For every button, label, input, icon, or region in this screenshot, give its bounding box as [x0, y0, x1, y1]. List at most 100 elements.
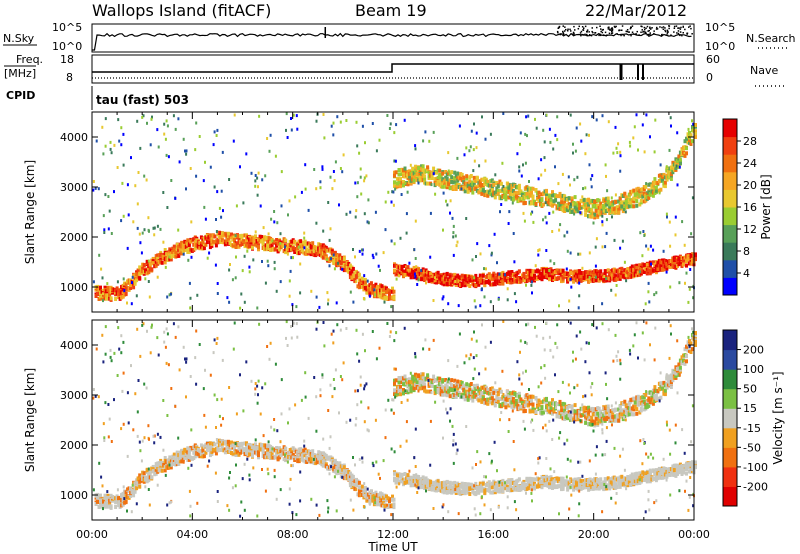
- power-echo-cell: [386, 288, 390, 293]
- power-echo-cell: [383, 295, 387, 300]
- power-echo-cell: [290, 256, 293, 260]
- power-echo-cell: [208, 233, 212, 238]
- power-echo-cell: [120, 219, 123, 223]
- power-echo-cell: [481, 287, 483, 291]
- nsearch-dot: [631, 25, 634, 27]
- power-echo-cell: [193, 246, 197, 251]
- power-echo-cell: [110, 151, 113, 155]
- power-echo-cell: [481, 115, 483, 119]
- power-echo-cell: [456, 156, 459, 160]
- power-echo-cell: [131, 275, 134, 279]
- power-echo-cell: [599, 269, 603, 274]
- nsearch-dot: [610, 29, 612, 31]
- power-echo-cell: [558, 304, 560, 308]
- power-echo-cell: [573, 178, 576, 182]
- power-echo-cell: [557, 182, 560, 186]
- power-echo-cell: [689, 268, 692, 271]
- velocity-echo-cell: [530, 485, 533, 490]
- power-echo-cell: [412, 171, 416, 176]
- power-echo-cell: [448, 274, 452, 279]
- power-echo-cell: [315, 119, 318, 123]
- velocity-echo-cell: [363, 485, 367, 490]
- velocity-echo-cell: [335, 467, 339, 472]
- power-echo-cell: [392, 190, 395, 194]
- nsearch-dot: [646, 25, 649, 28]
- power-echo-cell: [686, 135, 689, 139]
- power-echo-cell: [300, 248, 304, 253]
- nsearch-tick-low: 10^0: [705, 40, 735, 53]
- power-echo-cell: [556, 138, 559, 142]
- power-echo-cell: [187, 258, 190, 262]
- power-echo-cell: [502, 185, 505, 188]
- nsearch-dot: [586, 29, 589, 31]
- power-echo-cell: [685, 263, 688, 268]
- power-echo-cell: [526, 278, 530, 283]
- power-echo-cell: [135, 294, 138, 298]
- power-echo-cell: [454, 280, 457, 283]
- velocity-echo-cell: [106, 493, 110, 498]
- power-echo-cell: [377, 289, 381, 294]
- power-echo-cell: [511, 189, 515, 193]
- power-echo-cell: [315, 221, 318, 225]
- power-echo-cell: [170, 179, 173, 182]
- power-echo-cell: [141, 115, 144, 119]
- power-echo-cell: [328, 264, 331, 268]
- power-echo-cell: [588, 278, 592, 283]
- velocity-echo-cell: [359, 486, 363, 491]
- power-echo-cell: [436, 271, 440, 276]
- power-echo-cell: [685, 271, 688, 275]
- power-echo-cell: [145, 178, 148, 182]
- power-echo-cell: [198, 135, 201, 138]
- power-echo-cell: [104, 193, 107, 197]
- power-echo-cell: [321, 255, 325, 260]
- power-echo-cell: [594, 264, 597, 268]
- power-echo-cell: [601, 214, 604, 218]
- velocity-echo-cell: [421, 475, 425, 480]
- velocity-echo-cell: [260, 443, 264, 447]
- cpid-label: CPID: [6, 89, 35, 102]
- velocity-echo-cell: [254, 442, 257, 447]
- power-echo-cell: [475, 255, 477, 258]
- power-echo-cell: [665, 270, 668, 274]
- velocity-echo-cell: [121, 495, 125, 500]
- power-echo-cell: [220, 189, 223, 193]
- power-echo-cell: [102, 214, 105, 218]
- power-echo-cell: [336, 115, 339, 119]
- power-echo-cell: [414, 257, 417, 260]
- power-echo-cell: [618, 274, 622, 279]
- power-echo-cell: [516, 152, 519, 156]
- nsearch-dot: [608, 32, 611, 35]
- velocity-echo-cell: [151, 469, 155, 474]
- power-echo-cell: [344, 263, 348, 268]
- nsearch-dot: [574, 29, 576, 31]
- power-echo-cell: [496, 184, 500, 189]
- power-echo-cell: [290, 242, 294, 247]
- power-echo-cell: [184, 149, 186, 153]
- power-echo-cell: [374, 282, 378, 287]
- power-echo-cell: [168, 293, 171, 297]
- nsearch-dot: [650, 28, 652, 30]
- power-echo-cell: [635, 265, 639, 270]
- power-echo-cell: [356, 144, 359, 148]
- velocity-echo-cell: [311, 449, 315, 454]
- power-echo-cell: [108, 209, 111, 213]
- nsearch-dot: [559, 33, 562, 36]
- nsearch-dot: [599, 34, 602, 37]
- power-echo-cell: [587, 197, 591, 202]
- power-echo-cell: [507, 222, 510, 225]
- power-echo-cell: [645, 262, 649, 267]
- power-echo-cell: [542, 202, 545, 207]
- power-echo-cell: [426, 275, 430, 280]
- power-echo-cell: [333, 179, 336, 183]
- power-echo-cell: [235, 204, 238, 208]
- velocity-echo-cell: [99, 493, 102, 498]
- velocity-echo-cell: [226, 446, 230, 450]
- power-echo-cell: [473, 276, 476, 280]
- power-echo-cell: [363, 179, 366, 183]
- power-echo-cell: [606, 268, 610, 273]
- power-echo-cell: [475, 146, 478, 150]
- power-echo-cell: [147, 216, 150, 220]
- power-echo-cell: [587, 202, 591, 207]
- power-echo-cell: [694, 257, 697, 262]
- power-echo-cell: [261, 242, 265, 246]
